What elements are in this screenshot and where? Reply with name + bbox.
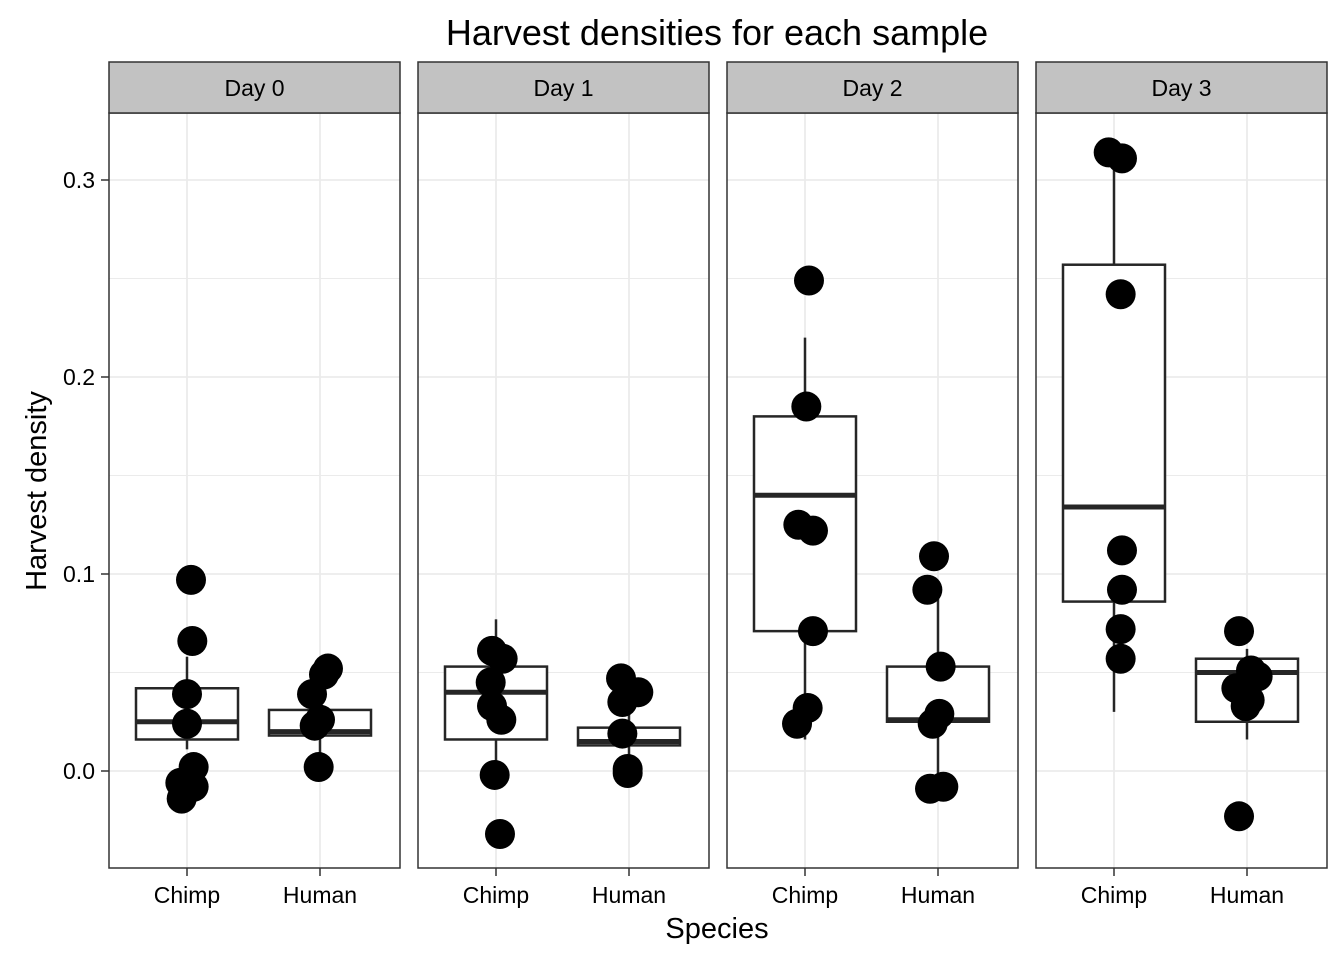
facet-strip	[108, 61, 401, 114]
y-tick-label: 0.0	[63, 758, 95, 784]
panel-background	[109, 113, 400, 868]
data-point	[793, 265, 824, 296]
facet-strip	[726, 61, 1019, 114]
data-point	[782, 708, 813, 739]
data-point	[172, 708, 202, 739]
panel-background	[418, 113, 709, 868]
facet-panel: Day 1 Chimp Human	[417, 61, 710, 908]
data-point	[797, 515, 828, 546]
y-axis: 0.0 0.1 0.2 0.3	[63, 167, 109, 784]
data-point	[475, 667, 506, 698]
data-point	[1106, 143, 1137, 174]
data-point	[1106, 535, 1137, 566]
y-tick-label: 0.1	[63, 561, 95, 587]
data-point	[297, 679, 328, 710]
data-point	[1230, 690, 1261, 721]
x-tick-label: Chimp	[772, 882, 838, 908]
data-point	[791, 391, 822, 422]
data-point	[1105, 643, 1136, 674]
x-tick-label: Chimp	[463, 882, 529, 908]
data-point	[487, 643, 518, 674]
facet-panel: Day 0 Chimp Human	[108, 61, 401, 908]
data-point	[303, 752, 334, 783]
data-point	[912, 574, 943, 605]
x-tick-label: Human	[283, 882, 357, 908]
facet-strip-label: Day 2	[842, 75, 902, 101]
chart-title: Harvest densities for each sample	[446, 12, 988, 53]
facet-strip-label: Day 0	[224, 75, 284, 101]
x-tick-label: Human	[901, 882, 975, 908]
facet-panel: Day 3 Chimp Human	[1035, 61, 1328, 908]
data-point	[925, 651, 956, 682]
x-axis-title: Species	[665, 913, 768, 945]
data-point	[928, 771, 959, 802]
data-point	[607, 718, 638, 749]
x-tick-label: Human	[592, 882, 666, 908]
x-tick-label: Chimp	[1081, 882, 1147, 908]
facet-strip	[1035, 61, 1328, 114]
data-point	[177, 625, 208, 656]
x-tick-label: Human	[1210, 882, 1284, 908]
data-point	[919, 541, 950, 572]
data-point	[479, 759, 510, 790]
data-point	[797, 616, 828, 647]
data-point	[166, 783, 197, 814]
facet-strip-label: Day 1	[533, 75, 593, 101]
data-point	[486, 704, 517, 735]
y-axis-title: Harvest density	[21, 391, 53, 591]
data-point	[612, 757, 643, 788]
data-point	[1224, 801, 1255, 832]
y-tick-label: 0.3	[63, 167, 95, 193]
data-point	[1105, 279, 1136, 310]
data-point	[1106, 574, 1137, 605]
data-point	[1105, 614, 1136, 645]
x-tick-label: Chimp	[154, 882, 220, 908]
data-point	[484, 819, 515, 850]
data-point	[607, 687, 638, 718]
data-point	[299, 710, 330, 741]
data-point	[917, 708, 948, 739]
facet-strip-label: Day 3	[1151, 75, 1211, 101]
facets: Day 0 Chimp Human Day 1 Chimp Human Day 2 Chimp…	[108, 61, 1328, 908]
facet-strip	[417, 61, 710, 114]
facet-panel: Day 2 Chimp Human	[726, 61, 1019, 908]
data-point	[172, 679, 202, 710]
y-tick-label: 0.2	[63, 364, 95, 390]
data-point	[175, 564, 206, 595]
data-point	[1224, 616, 1255, 647]
